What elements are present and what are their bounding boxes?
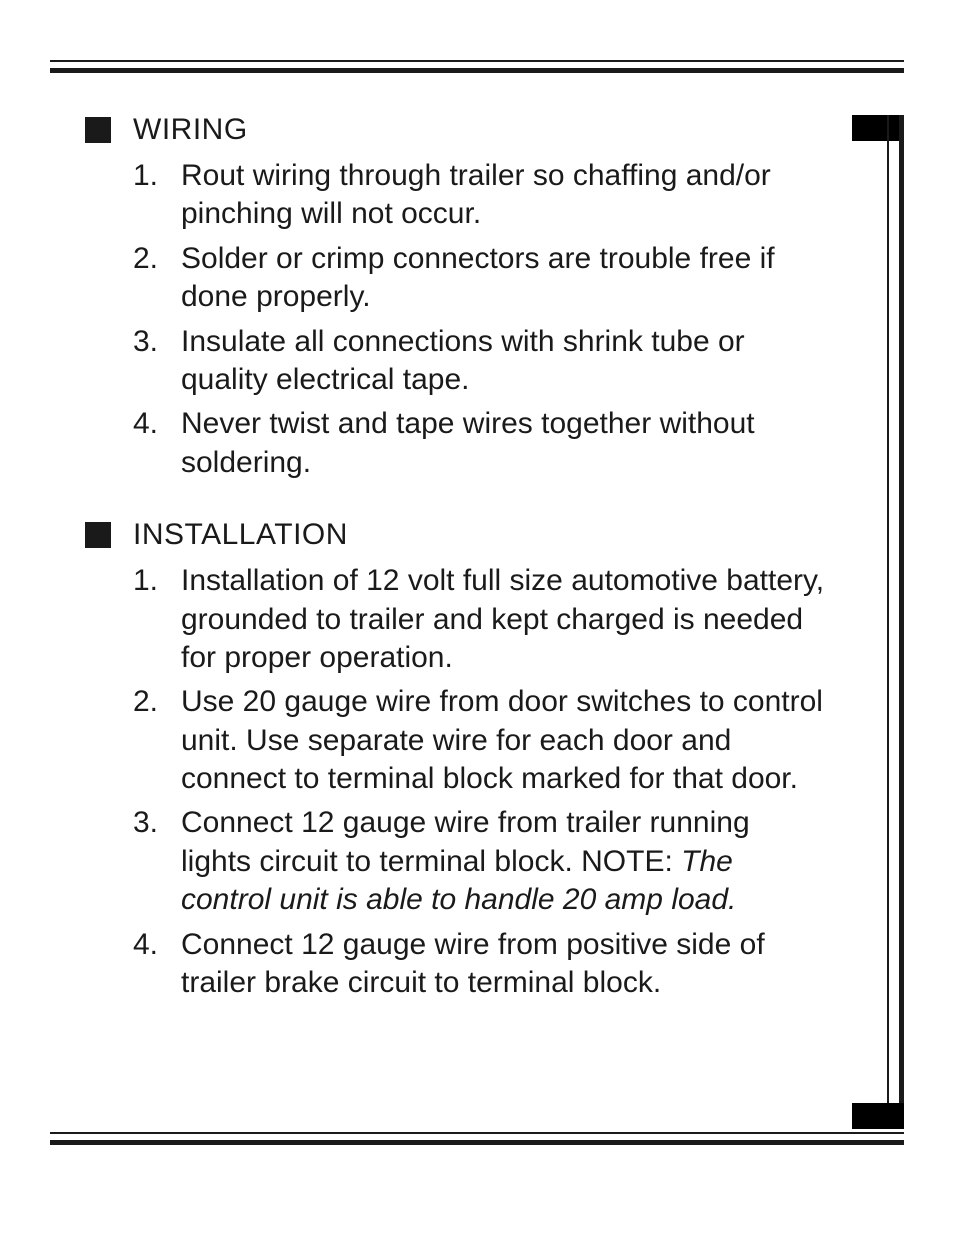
list-item: 3. Insulate all connections with shrink …	[133, 323, 825, 400]
item-text-prefix: Connect 12 gauge wire from trailer runni…	[181, 806, 750, 877]
item-text: Connect 12 gauge wire from trailer runni…	[181, 804, 825, 919]
list-item: 2. Solder or crimp connectors are troubl…	[133, 240, 825, 317]
section-head: WIRING	[85, 113, 825, 147]
side-vline-thick	[899, 115, 904, 1105]
section-title: INSTALLATION	[133, 518, 348, 552]
list-item: 1. Installation of 12 volt full size aut…	[133, 562, 825, 677]
item-number: 2.	[133, 683, 181, 798]
item-number: 3.	[133, 323, 181, 400]
bullet-square-icon	[85, 522, 111, 548]
section-items: 1. Rout wiring through trailer so chaffi…	[85, 157, 825, 482]
side-vertical-rules	[879, 115, 904, 1105]
list-item: 3. Connect 12 gauge wire from trailer ru…	[133, 804, 825, 919]
bullet-square-icon	[85, 117, 111, 143]
list-item: 4. Never twist and tape wires together w…	[133, 405, 825, 482]
content-area: WIRING 1. Rout wiring through trailer so…	[50, 73, 904, 1078]
item-text: Solder or crimp connectors are trouble f…	[181, 240, 825, 317]
item-text: Connect 12 gauge wire from positive side…	[181, 926, 825, 1003]
item-text: Insulate all connections with shrink tub…	[181, 323, 825, 400]
item-number: 1.	[133, 157, 181, 234]
side-tab-bottom	[852, 1103, 904, 1129]
section-title: WIRING	[133, 113, 248, 147]
list-item: 4. Connect 12 gauge wire from positive s…	[133, 926, 825, 1003]
list-item: 2. Use 20 gauge wire from door switches …	[133, 683, 825, 798]
item-number: 1.	[133, 562, 181, 677]
top-rule-thin	[50, 60, 904, 73]
bottom-rule-thick	[50, 1140, 904, 1145]
item-text: Use 20 gauge wire from door switches to …	[181, 683, 825, 798]
section-head: INSTALLATION	[85, 518, 825, 552]
item-number: 3.	[133, 804, 181, 919]
list-item: 1. Rout wiring through trailer so chaffi…	[133, 157, 825, 234]
item-text: Rout wiring through trailer so chaffing …	[181, 157, 825, 234]
item-text: Installation of 12 volt full size automo…	[181, 562, 825, 677]
section-wiring: WIRING 1. Rout wiring through trailer so…	[85, 113, 825, 482]
page: WIRING 1. Rout wiring through trailer so…	[0, 0, 954, 1235]
item-number: 2.	[133, 240, 181, 317]
section-items: 1. Installation of 12 volt full size aut…	[85, 562, 825, 1002]
item-number: 4.	[133, 405, 181, 482]
side-vline-thin	[887, 115, 889, 1105]
item-text: Never twist and tape wires together with…	[181, 405, 825, 482]
bottom-rule-thin	[50, 1132, 904, 1145]
text-column: WIRING 1. Rout wiring through trailer so…	[85, 113, 825, 1002]
section-installation: INSTALLATION 1. Installation of 12 volt …	[85, 518, 825, 1002]
item-number: 4.	[133, 926, 181, 1003]
